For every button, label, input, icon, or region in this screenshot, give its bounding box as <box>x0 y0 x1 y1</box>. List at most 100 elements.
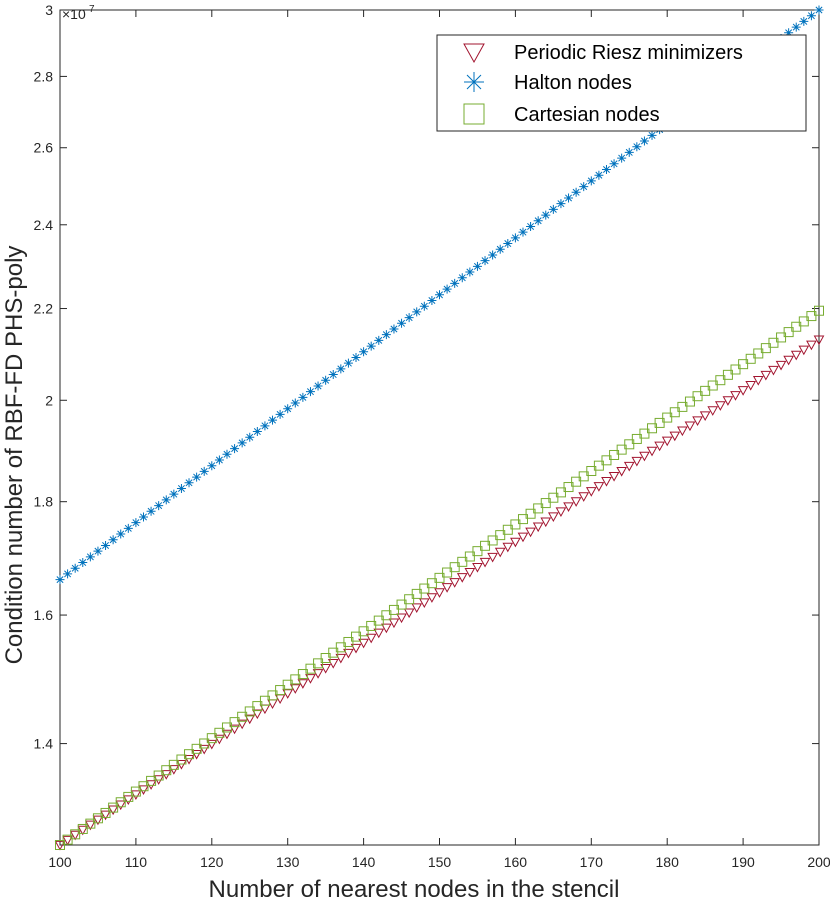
data-point <box>465 267 475 277</box>
data-point <box>305 387 315 397</box>
legend-markers <box>463 43 485 125</box>
data-point <box>487 535 498 546</box>
data-point <box>290 398 300 408</box>
data-point <box>320 664 331 674</box>
data-point <box>207 461 217 471</box>
data-point <box>396 613 407 624</box>
data-point <box>480 256 490 266</box>
y-tick-label: 1.6 <box>34 607 54 623</box>
data-point <box>252 701 263 712</box>
data-point <box>206 739 218 750</box>
data-point <box>813 335 825 346</box>
data-point <box>684 396 695 407</box>
data-point <box>62 835 73 846</box>
data-point <box>700 385 711 396</box>
data-point <box>161 765 172 776</box>
data-point <box>359 347 369 357</box>
data-point <box>214 455 224 465</box>
data-point <box>601 164 611 174</box>
data-point <box>381 623 392 634</box>
data-point <box>464 568 476 578</box>
data-point <box>555 507 567 518</box>
data-point <box>282 689 294 699</box>
data-point <box>230 444 240 454</box>
data-point <box>199 466 209 476</box>
data-point <box>601 477 612 487</box>
data-point <box>730 391 741 401</box>
data-point <box>510 519 521 530</box>
data-point <box>328 370 338 380</box>
data-point <box>366 341 376 351</box>
data-point <box>752 375 764 386</box>
data-point <box>192 472 202 482</box>
data-point <box>268 415 278 425</box>
data-point <box>480 540 491 551</box>
data-point <box>251 709 263 720</box>
x-tick-label: 130 <box>276 854 300 870</box>
legend-label-cartesian: Cartesian nodes <box>514 104 660 126</box>
data-point <box>373 615 384 626</box>
y-multiplier-label: ×10 <box>62 6 86 22</box>
data-point <box>639 451 650 462</box>
data-point <box>442 284 452 294</box>
data-point <box>806 340 817 351</box>
data-point <box>510 233 520 243</box>
x-tick-label: 140 <box>352 854 376 870</box>
data-point <box>488 250 498 260</box>
data-point <box>236 719 248 730</box>
data-point <box>449 578 461 588</box>
data-point <box>737 386 749 396</box>
data-point <box>624 147 634 157</box>
data-point <box>556 199 566 209</box>
data-point <box>571 187 581 197</box>
data-point <box>654 417 665 428</box>
data-point <box>389 324 399 334</box>
data-point <box>313 658 324 669</box>
series-square <box>55 305 824 850</box>
data-point <box>677 401 688 412</box>
data-point <box>100 807 111 818</box>
data-point <box>442 567 453 578</box>
data-point <box>229 724 240 735</box>
x-tick-label: 150 <box>428 854 452 870</box>
data-point <box>449 562 460 573</box>
data-point <box>107 805 119 816</box>
data-point <box>237 438 247 448</box>
data-point <box>85 820 96 831</box>
data-point <box>503 239 513 249</box>
data-point <box>388 604 399 615</box>
data-point <box>161 495 171 505</box>
data-point <box>647 130 657 140</box>
y-tick-label: 2 <box>45 392 53 408</box>
legend-label-halton: Halton nodes <box>514 72 632 94</box>
data-point <box>791 22 801 32</box>
data-point <box>335 653 347 664</box>
data-point <box>579 182 589 192</box>
data-point <box>131 518 141 528</box>
y-tick-label: 2.2 <box>34 301 54 317</box>
data-point <box>237 711 248 722</box>
series-triangle-down <box>54 335 825 851</box>
data-point <box>783 355 794 366</box>
data-point <box>646 446 658 457</box>
data-point <box>154 501 164 511</box>
data-point <box>593 460 604 471</box>
data-point <box>768 337 779 348</box>
data-point <box>609 449 620 460</box>
data-point <box>335 642 346 653</box>
data-point <box>85 818 96 829</box>
data-point <box>55 840 65 850</box>
data-point <box>692 391 703 402</box>
data-point <box>495 244 505 254</box>
data-point <box>305 674 316 684</box>
data-point <box>290 674 301 685</box>
data-point <box>244 714 256 725</box>
x-tick-label: 110 <box>125 854 148 870</box>
data-point <box>412 307 422 317</box>
data-point <box>289 684 301 694</box>
data-point <box>320 653 331 664</box>
data-point <box>70 829 81 840</box>
data-point <box>199 738 210 749</box>
data-point <box>214 727 225 738</box>
data-point <box>586 176 596 186</box>
